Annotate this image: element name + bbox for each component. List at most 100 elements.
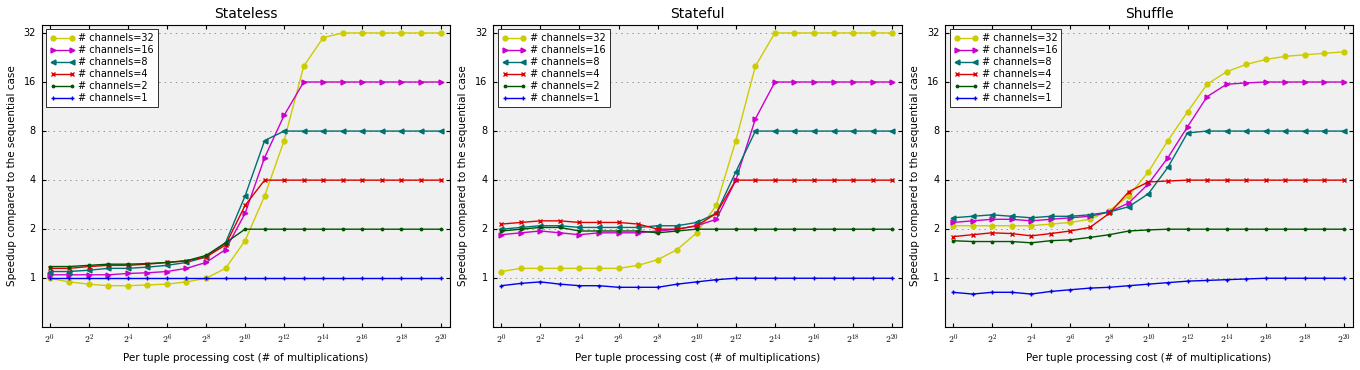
# channels=16 [1179, 125, 1195, 129]
# channels=32 [1219, 70, 1235, 74]
# channels=1 [494, 283, 510, 288]
# channels=8 [1004, 214, 1020, 219]
# channels=8 [747, 129, 763, 133]
# channels=1 [1336, 276, 1352, 280]
# channels=1 [945, 290, 962, 295]
# channels=32 [669, 247, 685, 252]
# channels=8 [1277, 129, 1293, 133]
# channels=1 [786, 276, 802, 280]
# channels=4 [1179, 178, 1195, 182]
# channels=1 [178, 276, 194, 280]
# channels=16 [1023, 219, 1039, 223]
# channels=1 [709, 278, 725, 282]
# channels=2 [1200, 227, 1216, 231]
Line: # channels=2: # channels=2 [48, 227, 443, 269]
Y-axis label: Speedup compared to the sequential case: Speedup compared to the sequential case [7, 65, 16, 286]
# channels=8 [61, 269, 78, 274]
# channels=4 [650, 227, 666, 231]
Line: # channels=8: # channels=8 [48, 129, 443, 274]
# channels=8 [237, 194, 253, 198]
# channels=1 [1277, 276, 1293, 280]
# channels=1 [884, 276, 900, 280]
# channels=4 [1121, 189, 1137, 194]
# channels=2 [120, 262, 136, 266]
# channels=32 [747, 64, 763, 68]
# channels=1 [571, 283, 588, 288]
# channels=4 [354, 178, 370, 182]
# channels=8 [1062, 214, 1078, 219]
# channels=16 [276, 113, 292, 118]
# channels=2 [688, 227, 704, 231]
# channels=32 [1160, 138, 1176, 143]
# channels=16 [354, 80, 370, 84]
# channels=2 [767, 227, 783, 231]
# channels=8 [494, 227, 510, 231]
# channels=1 [845, 276, 861, 280]
# channels=1 [1062, 287, 1078, 292]
# channels=1 [393, 276, 409, 280]
# channels=1 [650, 285, 666, 289]
# channels=16 [237, 211, 253, 216]
# channels=8 [865, 129, 881, 133]
Line: # channels=1: # channels=1 [951, 276, 1346, 296]
# channels=8 [688, 220, 704, 225]
# channels=2 [1277, 227, 1293, 231]
# channels=4 [295, 178, 311, 182]
# channels=2 [42, 264, 58, 269]
# channels=2 [786, 227, 802, 231]
# channels=16 [1219, 82, 1235, 87]
# channels=8 [1219, 129, 1235, 133]
# channels=8 [42, 269, 58, 274]
# channels=32 [295, 64, 311, 68]
# channels=32 [335, 31, 351, 35]
# channels=8 [1023, 216, 1039, 220]
# channels=1 [1004, 290, 1020, 295]
# channels=4 [178, 259, 194, 263]
# channels=16 [513, 231, 529, 235]
# channels=32 [884, 31, 900, 35]
# channels=1 [1081, 286, 1098, 290]
# channels=4 [865, 178, 881, 182]
# channels=1 [1238, 277, 1254, 281]
# channels=8 [1258, 129, 1274, 133]
# channels=4 [494, 222, 510, 226]
# channels=16 [42, 273, 58, 277]
# channels=4 [1336, 178, 1352, 182]
# channels=2 [237, 227, 253, 231]
# channels=4 [1102, 211, 1118, 216]
# channels=8 [432, 129, 449, 133]
# channels=32 [1179, 110, 1195, 114]
# channels=2 [884, 227, 900, 231]
# channels=16 [374, 80, 390, 84]
# channels=16 [178, 266, 194, 270]
# channels=4 [1200, 178, 1216, 182]
# channels=4 [983, 231, 1000, 235]
# channels=16 [335, 80, 351, 84]
# channels=2 [1081, 235, 1098, 240]
X-axis label: Per tuple processing cost (# of multiplications): Per tuple processing cost (# of multipli… [1027, 353, 1272, 363]
# channels=32 [1062, 220, 1078, 225]
# channels=4 [945, 235, 962, 239]
# channels=16 [1121, 201, 1137, 205]
# channels=32 [276, 138, 292, 143]
# channels=32 [42, 276, 58, 280]
# channels=32 [767, 31, 783, 35]
# channels=8 [650, 223, 666, 228]
# channels=16 [413, 80, 430, 84]
# channels=2 [61, 264, 78, 269]
Legend: # channels=32, # channels=16, # channels=8, # channels=4, # channels=2, # channe: # channels=32, # channels=16, # channels… [46, 30, 158, 107]
# channels=16 [1160, 155, 1176, 160]
# channels=2 [139, 261, 155, 266]
# channels=8 [669, 223, 685, 228]
# channels=4 [335, 178, 351, 182]
# channels=1 [1160, 280, 1176, 285]
# channels=4 [139, 262, 155, 266]
# channels=1 [159, 276, 175, 280]
# channels=8 [571, 225, 588, 230]
# channels=1 [630, 285, 646, 289]
# channels=32 [393, 31, 409, 35]
# channels=32 [650, 258, 666, 262]
# channels=32 [571, 266, 588, 270]
# channels=8 [1238, 129, 1254, 133]
# channels=4 [786, 178, 802, 182]
